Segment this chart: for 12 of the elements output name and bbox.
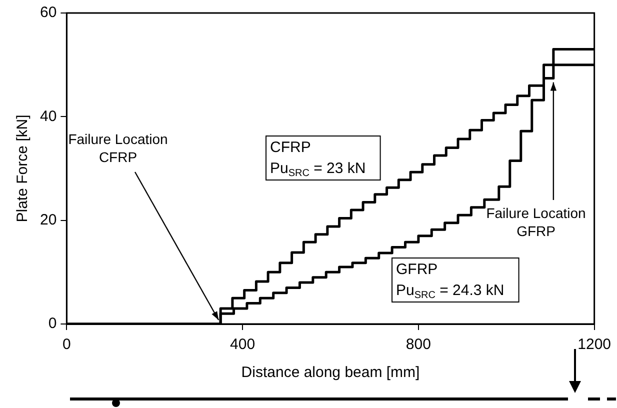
y-tick-label: 0 [48,315,57,332]
y-tick-label: 20 [40,211,57,228]
annotation: Failure Location CFRP [68,130,168,165]
y-axis-title: Plate Force [kN] [14,114,32,222]
x-tick-label: 400 [230,336,256,354]
y-tick-label: 40 [40,108,57,125]
x-tick-label: 1200 [578,336,612,354]
y-tick-label: 60 [40,4,57,22]
x-tick-label: 800 [406,336,431,354]
x-axis-title: Distance along beam [mm] [241,364,420,382]
annotation: Failure Location GFRP [486,204,586,239]
x-tick-label: 0 [62,336,71,354]
